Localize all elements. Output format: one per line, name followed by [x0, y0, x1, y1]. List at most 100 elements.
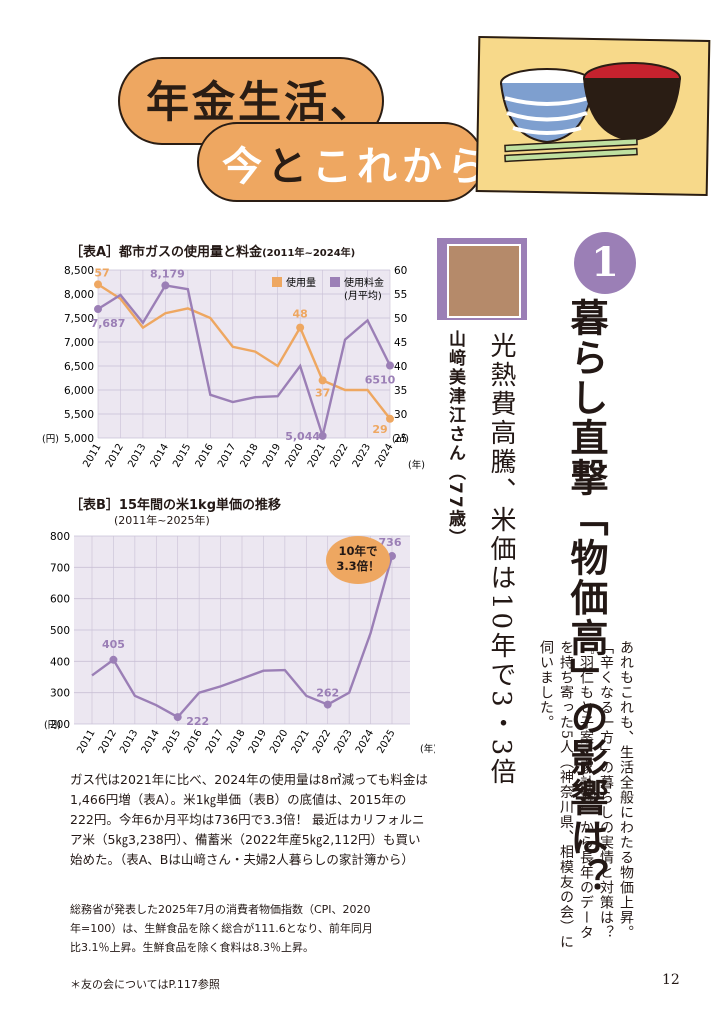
person-photo: [447, 244, 521, 318]
title-future: これから: [312, 143, 492, 190]
fee-point: [161, 281, 170, 290]
y-tick-left: 7,000: [64, 337, 94, 349]
y-tick: 200: [50, 719, 70, 731]
x-tick: 2023: [351, 442, 373, 470]
y-tick-left: 8,500: [64, 265, 94, 277]
x-tick: 2012: [97, 728, 119, 756]
fee-point: [386, 361, 394, 370]
y-tick-right: 50: [394, 313, 407, 325]
person-name: 山﨑美津江さん（77歳）: [445, 330, 465, 548]
ratio-bubble: 10年で 3.3倍！: [326, 536, 390, 584]
fee-point: [94, 305, 102, 314]
y-tick: 400: [50, 656, 70, 668]
page-title-line2: 今とこれから: [222, 134, 492, 192]
y-tick: 600: [50, 594, 70, 606]
x-tick: 2015: [171, 442, 193, 470]
y-tick-left: 6,500: [64, 361, 94, 373]
legend-swatch-fee: [330, 277, 340, 287]
bubble-line1: 10年で: [338, 544, 378, 558]
x-tick: 2014: [140, 728, 162, 756]
price-point: [109, 655, 118, 664]
price-data-label: 405: [102, 638, 125, 651]
title-and: と: [267, 143, 312, 190]
x-unit: (年): [420, 743, 435, 755]
x-tick: 2019: [247, 728, 269, 756]
price-data-label: 262: [316, 687, 339, 700]
x-tick: 2016: [194, 442, 216, 470]
x-tick: 2021: [290, 728, 312, 756]
usage-point: [296, 323, 305, 332]
x-tick: 2018: [225, 728, 247, 756]
y-tick-right: 60: [394, 265, 407, 277]
y-tick-right: 55: [394, 289, 407, 301]
usage-data-label: 37: [315, 386, 330, 399]
chart-a-period: (2011年~2024年): [262, 248, 356, 259]
bubble-line2: 3.3倍！: [336, 559, 380, 573]
y-tick-left: 5,000: [64, 433, 94, 445]
usage-data-label: 29: [372, 423, 387, 436]
legend-label-fee-sub: (月平均): [344, 290, 382, 302]
title-now: 今: [222, 143, 267, 190]
price-point: [323, 700, 332, 709]
x-tick: 2013: [118, 728, 140, 756]
x-tick: 2015: [161, 728, 183, 756]
y-tick-right: 25: [394, 433, 407, 445]
y-tick: 700: [50, 562, 70, 574]
article-headline: 暮らし直撃「物価高」の影響は？: [564, 298, 608, 898]
usage-point: [386, 414, 394, 423]
usage-data-label: 48: [292, 308, 307, 321]
y-tick-left: 6,000: [64, 385, 94, 397]
chart-a-label: ［表A］都市ガスの使用量と料金: [70, 245, 263, 260]
fee-data-label: 8,179: [150, 267, 185, 280]
x-tick: 2013: [126, 442, 148, 470]
x-tick: 2023: [332, 728, 354, 756]
x-unit: (年): [408, 459, 425, 471]
y-tick-right: 45: [394, 337, 407, 349]
legend-label-fee: 使用料金: [344, 276, 384, 289]
x-tick: 2024: [354, 728, 376, 756]
x-tick: 2011: [81, 442, 103, 470]
legend-label-usage: 使用量: [286, 276, 316, 289]
x-tick: 2021: [306, 442, 328, 470]
y-tick-left: 8,000: [64, 289, 94, 301]
page-number: 12: [662, 972, 680, 988]
page-title-line1: 年金生活、: [146, 78, 376, 128]
y-tick-left: 5,500: [64, 409, 94, 421]
price-line: [91, 555, 394, 719]
y-unit-left: (円): [42, 434, 59, 445]
usage-point: [94, 280, 102, 289]
y-tick-right: 40: [394, 361, 407, 373]
usage-point: [318, 376, 327, 385]
y-tick-right: 35: [394, 385, 407, 397]
fee-point: [318, 431, 327, 440]
chart-a-title: ［表A］都市ガスの使用量と料金(2011年~2024年): [70, 241, 355, 260]
y-unit: (円): [44, 720, 61, 731]
x-tick: 2025: [375, 728, 397, 756]
chart-caption: ガス代は2021年に比べ、2024年の使用量は8㎥減っても料金は1,466円増（…: [70, 772, 428, 867]
usage-line: [97, 283, 391, 420]
x-tick: 2014: [149, 442, 171, 470]
x-tick: 2022: [328, 442, 350, 470]
fee-data-label: 7,687: [91, 317, 126, 330]
x-tick: 2016: [182, 728, 204, 756]
fee-data-label: 6510: [365, 374, 396, 387]
fee-line: [97, 284, 392, 441]
legend-swatch-usage: [272, 277, 282, 287]
y-tick: 800: [50, 531, 70, 543]
price-point: [173, 713, 182, 722]
y-unit-right: (㎥): [392, 433, 409, 445]
x-tick: 2022: [311, 728, 333, 756]
chart-b-period: (2011年~2025年): [114, 514, 210, 527]
x-tick: 2017: [204, 728, 226, 756]
y-tick: 500: [50, 625, 70, 637]
cpi-note: 総務省が発表した2025年7月の消費者物価指数（CPI、2020年=100）は、…: [70, 903, 373, 954]
section-number-badge: 1: [574, 232, 636, 294]
rice-soup-bowls-illustration: [500, 62, 681, 163]
fee-data-label: 5,044: [285, 430, 320, 443]
footnote: ＊友の会についてはP.117参照: [70, 978, 220, 991]
usage-data-label: 57: [94, 266, 109, 279]
price-data-label: 222: [186, 715, 209, 728]
y-tick-right: 30: [394, 409, 407, 421]
x-tick: 2020: [268, 728, 290, 756]
